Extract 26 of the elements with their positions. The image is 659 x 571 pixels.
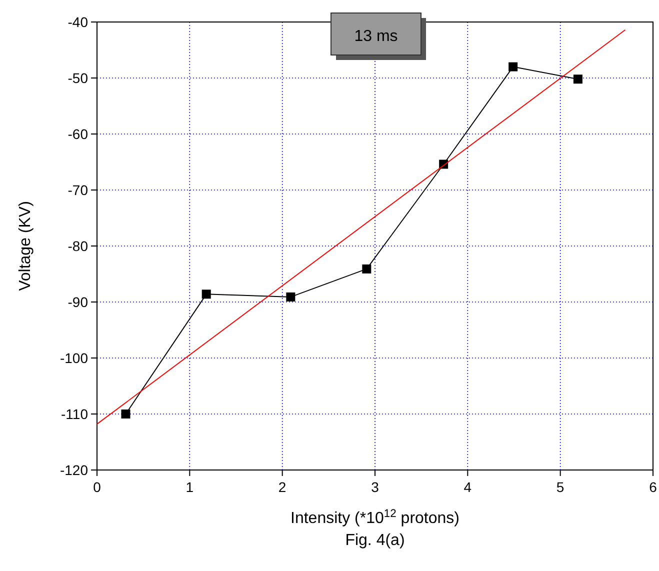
point	[573, 74, 582, 84]
x-tick-label: 5	[556, 479, 564, 495]
point	[286, 292, 296, 302]
y-tick-label: -110	[61, 406, 88, 422]
x-tick-label: 2	[278, 479, 286, 495]
annotation: 13 ms	[354, 28, 398, 45]
x-tick-label: 3	[371, 479, 380, 495]
y-tick-label: -60	[68, 126, 88, 142]
y-tick-label: -100	[60, 350, 88, 366]
point	[121, 410, 130, 418]
y-tick-label: -120	[60, 462, 88, 478]
x-axis-title: Intensity (*10$^{12}$ protons)	[290, 508, 460, 527]
point	[362, 264, 372, 274]
caption: Fig. 4(a)	[345, 532, 405, 549]
y-tick-label: -40	[68, 14, 88, 30]
x-tick-label: 4	[464, 479, 472, 495]
point	[508, 62, 518, 72]
x-tick-label: 1	[186, 479, 194, 495]
x-tick-label: 6	[649, 479, 658, 495]
point	[202, 290, 211, 299]
x-tick-label: 0	[93, 479, 102, 495]
y-tick-label: -90	[68, 294, 88, 310]
y-tick-label: -80	[68, 238, 88, 254]
y-tick-label: -50	[68, 70, 88, 86]
y-tick-label: -70	[68, 182, 88, 198]
y-axis-title: Voltage (KV)	[17, 201, 34, 291]
